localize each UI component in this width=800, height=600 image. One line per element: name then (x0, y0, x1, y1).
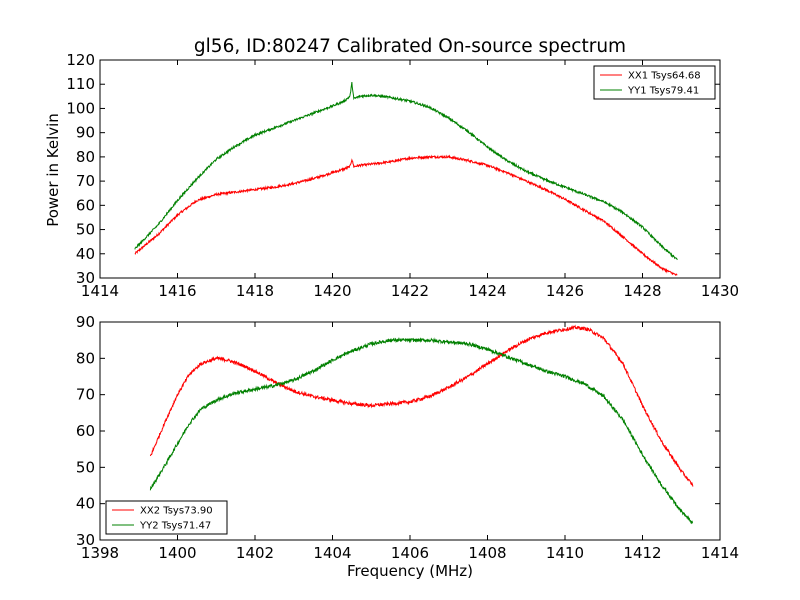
legend-label-1-0: XX2 Tsys73.90 (140, 506, 213, 517)
y-tick-label-1-2: 50 (76, 458, 95, 476)
y-tick-label-1-4: 70 (76, 386, 95, 404)
legend-label-0-1: YY1 Tsys79.41 (627, 86, 699, 97)
y-tick-label-0-4: 70 (76, 172, 95, 190)
y-tick-label-1-5: 80 (76, 349, 95, 367)
x-tick-label-0-4: 1422 (391, 282, 429, 300)
y-tick-label-1-0: 30 (76, 531, 95, 549)
y-tick-label-0-6: 90 (76, 124, 95, 142)
y-tick-label-1-3: 60 (76, 422, 95, 440)
y-tick-label-0-8: 110 (66, 75, 95, 93)
x-tick-label-1-1: 1400 (158, 544, 196, 562)
x-tick-label-0-1: 1416 (158, 282, 196, 300)
x-tick-label-1-8: 1414 (701, 544, 739, 562)
y-tick-label-0-1: 40 (76, 245, 95, 263)
y-tick-label-1-1: 40 (76, 495, 95, 513)
y-tick-label-0-3: 60 (76, 196, 95, 214)
y-tick-label-1-6: 90 (76, 313, 95, 331)
x-tick-label-0-8: 1430 (701, 282, 739, 300)
x-tick-label-1-7: 1412 (623, 544, 661, 562)
series-line-0-1 (134, 81, 678, 261)
y-tick-label-0-2: 50 (76, 221, 95, 239)
x-tick-label-0-5: 1424 (468, 282, 506, 300)
x-tick-label-0-3: 1420 (313, 282, 351, 300)
x-tick-label-1-0: 1398 (81, 544, 119, 562)
y-tick-label-0-9: 120 (66, 51, 95, 69)
legend-1: XX2 Tsys73.90 YY2 Tsys71.47 (105, 500, 228, 535)
bottom-plot: 1398 1400 1402 1404 1406 1408 1410 1412 1414 30 40… (76, 313, 739, 562)
legend-label-1-1: YY2 Tsys71.47 (139, 521, 211, 532)
legend-0: XX1 Tsys64.68 YY1 Tsys79.41 (593, 65, 716, 100)
y-tick-label-0-5: 80 (76, 148, 95, 166)
x-tick-label-1-6: 1410 (546, 544, 584, 562)
series-line-0-0 (134, 154, 678, 277)
x-tick-label-1-4: 1406 (391, 544, 429, 562)
chart-title: gl56, ID:80247 Calibrated On-source spec… (194, 36, 626, 57)
series-line-1-1 (149, 337, 694, 525)
legend-box-1 (105, 500, 228, 535)
y-tick-label-0-0: 30 (76, 269, 95, 287)
x-tick-label-1-2: 1402 (236, 544, 274, 562)
x-tick-label-1-5: 1408 (468, 544, 506, 562)
x-tick-label-1-3: 1404 (313, 544, 351, 562)
x-tick-label-0-2: 1418 (236, 282, 274, 300)
x-tick-label-0-0: 1414 (81, 282, 119, 300)
x-axis-label: Frequency (MHz) (347, 562, 473, 580)
x-tick-label-0-6: 1426 (546, 282, 584, 300)
legend-label-0-0: XX1 Tsys64.68 (628, 71, 701, 82)
series-line-1-0 (149, 324, 694, 487)
y-axis-label: Power in Kelvin (44, 113, 62, 227)
x-tick-label-0-7: 1428 (623, 282, 661, 300)
legend-box-0 (593, 65, 716, 100)
y-tick-label-0-7: 100 (66, 99, 95, 117)
top-plot: 1414 1416 1418 1420 1422 1424 1426 1428 1430 30 40… (66, 51, 739, 300)
